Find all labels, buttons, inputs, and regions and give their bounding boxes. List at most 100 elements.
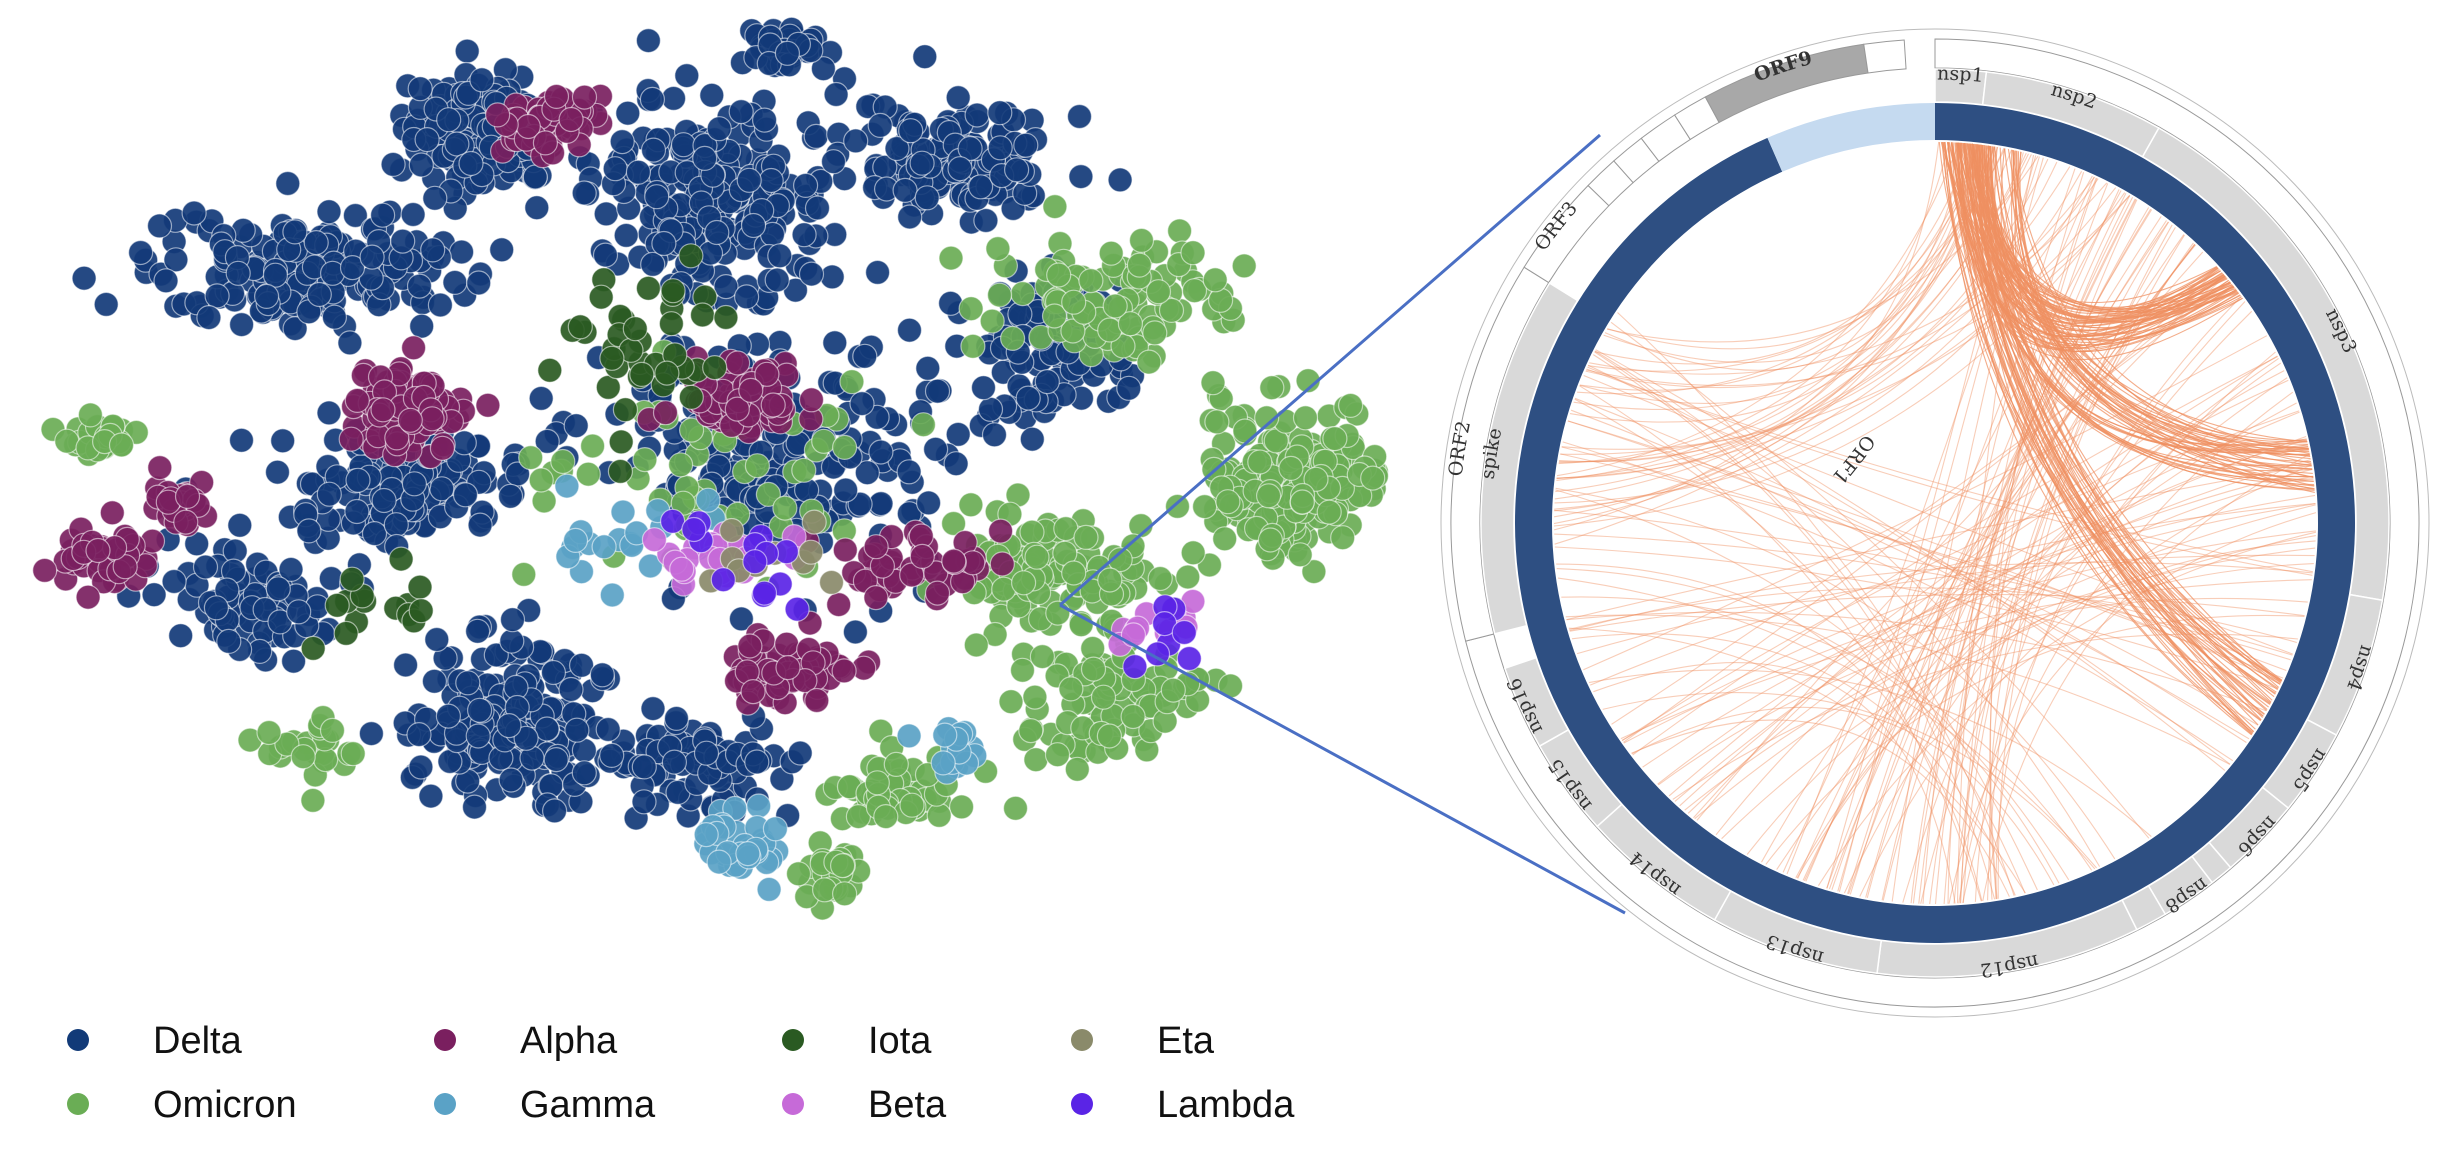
scatter-point-delta (854, 460, 880, 486)
legend-marker-eta (1071, 1029, 1093, 1051)
scatter-point-alpha (338, 426, 364, 452)
scatter-point-omicron (1120, 703, 1146, 730)
scatter-point-omicron (1045, 600, 1071, 626)
scatter-point-delta (592, 242, 619, 268)
scatter-point-alpha (85, 537, 111, 564)
scatter-point-alpha (543, 83, 570, 110)
scatter-point-delta (229, 312, 255, 338)
scatter-point-alpha (831, 658, 857, 684)
scatter-point-omicron (1330, 525, 1356, 551)
scatter-point-omicron (1078, 268, 1104, 294)
scatter-point-alpha (987, 518, 1014, 544)
legend-label-delta: Delta (153, 1020, 243, 1062)
scatter-point-alpha (429, 435, 455, 461)
scatter-point-delta (497, 483, 524, 509)
scatter-point-delta (571, 760, 597, 786)
scatter-point-delta (161, 568, 187, 595)
scatter-point-delta (262, 262, 288, 288)
scatter-point-delta (254, 283, 280, 309)
scatter-point-delta (454, 38, 480, 64)
scatter-point-iota (333, 620, 359, 647)
scatter-point-omicron (1164, 493, 1191, 519)
scatter-point-delta (867, 112, 893, 139)
scatter-point-iota (407, 574, 433, 600)
legend-marker-gamma (434, 1093, 456, 1115)
scatter-point-alpha (344, 387, 370, 413)
genome-ring (1514, 103, 2355, 943)
scatter-point-iota (599, 345, 625, 371)
scatter-point-delta (458, 150, 484, 177)
scatter-point-omicron (1231, 253, 1257, 279)
scatter-point-omicron (926, 802, 952, 829)
scatter-point-delta (973, 207, 999, 234)
scatter-point-iota (713, 304, 739, 331)
scatter-point-omicron (864, 770, 890, 796)
scatter-point-gamma (695, 487, 721, 513)
scatter-point-alpha (924, 580, 951, 606)
scatter-point-gamma (693, 821, 719, 848)
scatter-point-omicron (744, 453, 771, 479)
scatter-point-delta (316, 400, 342, 426)
scatter-point-gamma (762, 816, 789, 842)
scatter-point-omicron (1175, 564, 1201, 590)
scatter-point-delta (706, 116, 732, 142)
scatter-point-delta (513, 725, 539, 751)
scatter-point-omicron (986, 282, 1013, 308)
scatter-point-omicron (1180, 540, 1206, 566)
scatter-point-iota (567, 314, 593, 340)
scatter-point-alpha (571, 84, 598, 110)
scatter-point-delta (868, 439, 894, 465)
scatter-point-omicron (1215, 489, 1241, 515)
scatter-point-delta (467, 697, 493, 723)
scatter-point-delta (967, 174, 994, 200)
scatter-point-delta (390, 228, 416, 254)
scatter-point-iota (608, 429, 634, 455)
scatter-point-delta (422, 185, 448, 211)
scatter-point-omicron (1064, 756, 1090, 782)
scatter-point-delta (541, 798, 568, 824)
scatter-point-delta (987, 135, 1013, 161)
scatter-point-omicron (958, 492, 984, 518)
scatter-point-delta (912, 44, 938, 70)
scatter-point-iota (607, 458, 634, 484)
scatter-point-gamma (756, 876, 782, 903)
legend-label-lambda: Lambda (1157, 1084, 1295, 1126)
scatter-point-delta (1068, 164, 1094, 190)
scatter-point-delta (408, 152, 434, 178)
scatter-point-omicron (1061, 560, 1087, 586)
scatter-point-delta (163, 247, 189, 273)
scatter-point-iota (654, 360, 680, 386)
scatter-point-delta (764, 267, 790, 293)
scatter-point-alpha (397, 407, 423, 433)
scatter-point-delta (945, 421, 971, 447)
scatter-point-lambda (710, 567, 736, 593)
scatter-point-delta (370, 202, 396, 228)
scatter-point-delta (692, 145, 718, 171)
scatter-point-iota (689, 302, 716, 328)
scatter-point-delta (713, 274, 739, 300)
scatter-point-omicron (1212, 526, 1238, 552)
scatter-point-delta (915, 490, 942, 516)
scatter-point-omicron (1337, 392, 1364, 418)
scatter-point-alpha (941, 548, 967, 574)
scatter-point-delta (534, 716, 560, 742)
scatter-point-omicron (1316, 499, 1342, 525)
scatter-point-omicron (979, 308, 1005, 334)
scatter-point-alpha (475, 392, 501, 418)
scatter-point-lambda (1122, 653, 1148, 680)
scatter-point-omicron (1097, 567, 1123, 593)
scatter-point-gamma (591, 534, 617, 560)
scatter-point-delta (947, 156, 973, 182)
legend-marker-omicron (67, 1093, 89, 1115)
legend-label-gamma: Gamma (520, 1084, 656, 1126)
scatter-point-delta (558, 676, 584, 703)
scatter-point-omicron (340, 740, 366, 767)
scatter-point-delta (371, 487, 397, 514)
scatter-point-gamma (706, 849, 732, 875)
scatter-point-alpha (724, 350, 751, 376)
scatter-point-omicron (998, 689, 1024, 715)
scatter-point-alpha (804, 687, 830, 714)
scatter-point-omicron (528, 467, 554, 493)
genome-chord-diagram: nsp1nsp2nsp3nsp4nsp5nsp6nsp8nsp12nsp13ns… (1440, 28, 2430, 1018)
scatter-point-delta (339, 255, 366, 281)
